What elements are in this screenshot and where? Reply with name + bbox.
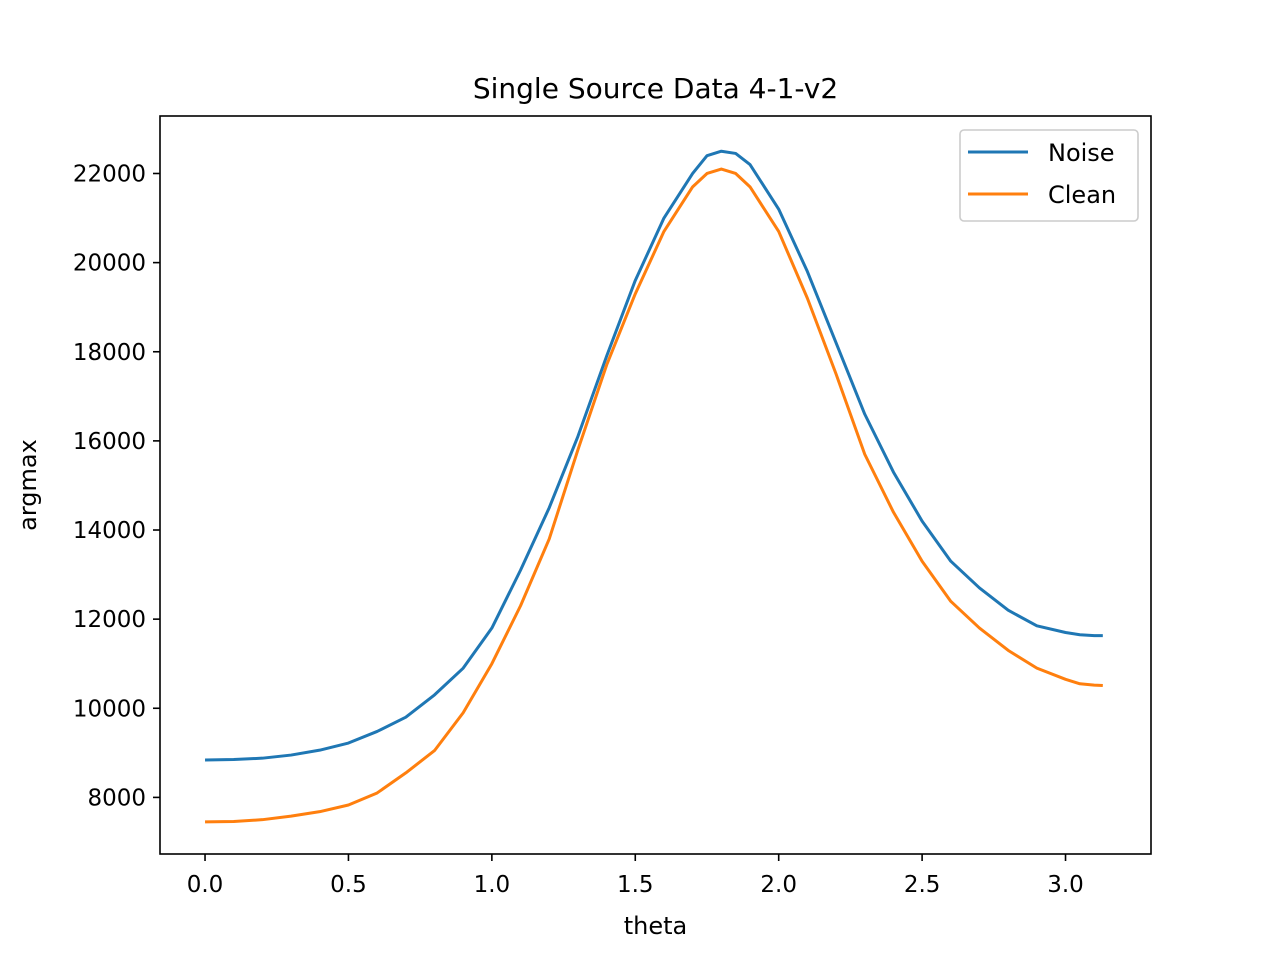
x-tick-label: 0.5 bbox=[330, 872, 367, 898]
chart-title: Single Source Data 4-1-v2 bbox=[473, 72, 838, 105]
x-axis-label: theta bbox=[624, 912, 688, 940]
x-tick-label: 1.0 bbox=[474, 872, 511, 898]
x-tick-label: 1.5 bbox=[617, 872, 654, 898]
x-tick-label: 2.0 bbox=[760, 872, 797, 898]
legend-label-clean: Clean bbox=[1048, 181, 1116, 209]
series-line-clean bbox=[205, 167, 1103, 824]
x-tick-label: 2.5 bbox=[904, 872, 941, 898]
y-tick-label: 18000 bbox=[73, 340, 146, 366]
y-tick-label: 22000 bbox=[73, 161, 146, 187]
x-tick-label: 0.0 bbox=[187, 872, 224, 898]
y-tick-label: 16000 bbox=[73, 429, 146, 455]
x-axis-ticks: 0.0 0.5 1.0 1.5 2.0 2.5 3.0 bbox=[187, 854, 1084, 898]
series-layer bbox=[205, 149, 1103, 824]
y-axis-label: argmax bbox=[14, 439, 42, 531]
y-tick-label: 10000 bbox=[73, 696, 146, 722]
y-tick-label: 8000 bbox=[87, 785, 146, 811]
y-tick-label: 20000 bbox=[73, 251, 146, 277]
y-axis-ticks: 8000 10000 12000 14000 16000 18000 20000 22000 bbox=[73, 161, 160, 811]
x-tick-label: 3.0 bbox=[1047, 872, 1084, 898]
y-tick-label: 14000 bbox=[73, 518, 146, 544]
plot-area-frame bbox=[159, 115, 1152, 855]
legend-label-noise: Noise bbox=[1048, 139, 1115, 167]
y-tick-label: 12000 bbox=[73, 607, 146, 633]
series-line-noise bbox=[205, 149, 1103, 762]
legend: Noise Clean bbox=[959, 129, 1139, 222]
